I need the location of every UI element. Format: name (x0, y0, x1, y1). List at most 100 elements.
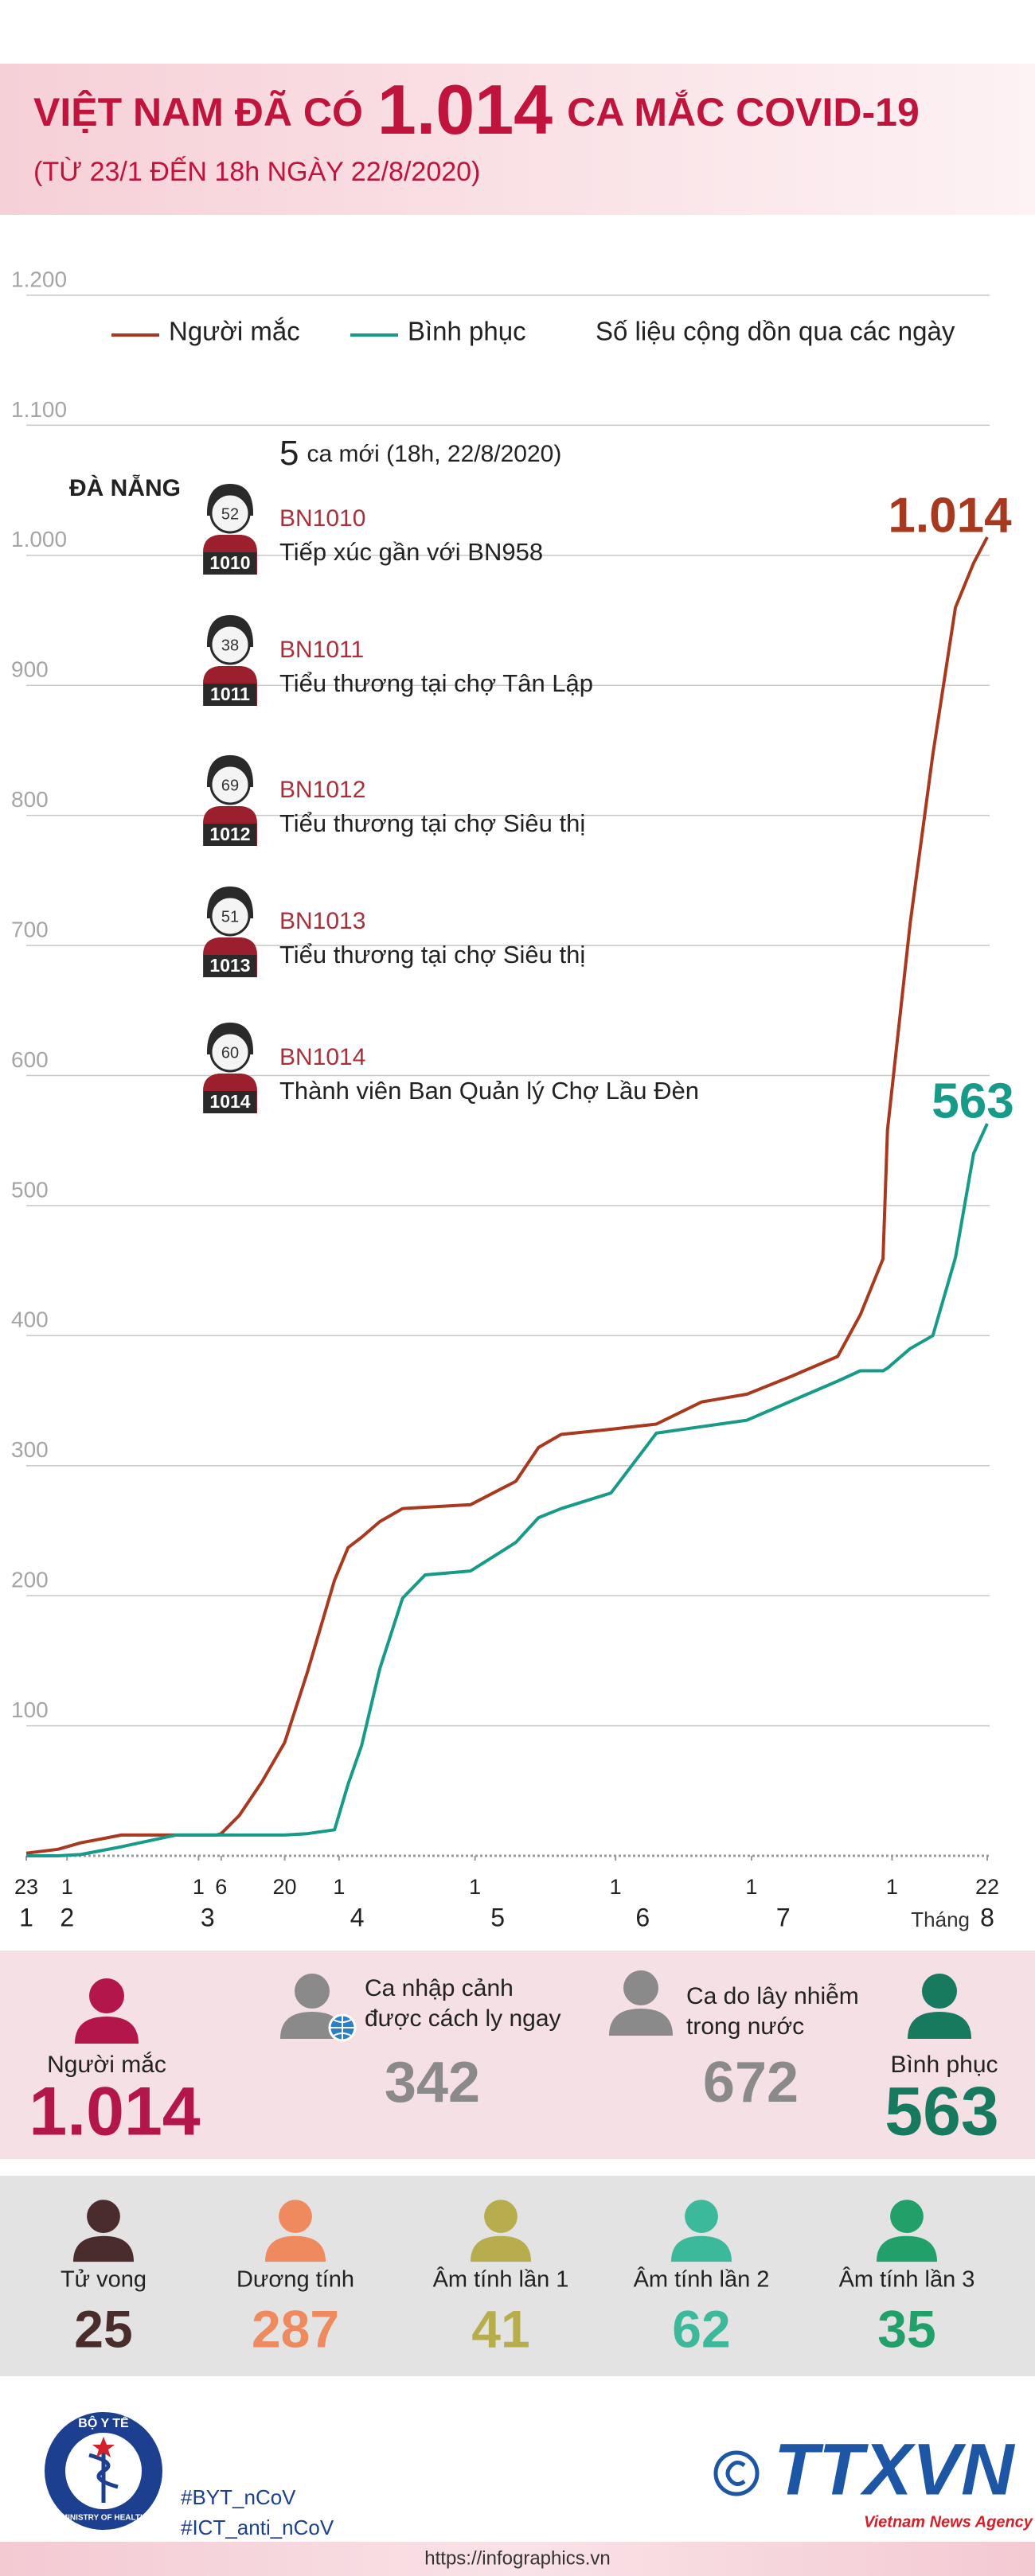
avatar-tag: 1010 (209, 552, 250, 573)
legend-label: Bình phục (408, 317, 526, 346)
patient-avatar: 52 1010 (203, 484, 257, 575)
avatar-tag: 1011 (210, 684, 250, 704)
summary-panel (0, 1951, 1035, 2159)
person-icon-head (89, 1978, 124, 2013)
summary-label: Người mắc (47, 2052, 166, 2078)
agency-logo: TTXVN (774, 2429, 1016, 2510)
x-tick-label: 20 (273, 1875, 297, 1899)
person-icon-head (279, 2200, 312, 2234)
chart-note: Số liệu cộng dồn qua các ngày (596, 317, 955, 346)
x-tick-label: 1 (61, 1875, 73, 1899)
summary-value: 342 (385, 2051, 480, 2114)
person-icon-body (75, 2017, 139, 2044)
month-label: 4 (350, 1903, 365, 1931)
person-icon-body (73, 2235, 134, 2262)
y-tick-label: 100 (11, 1697, 49, 1722)
series-line (25, 536, 989, 1855)
person-icon-body (609, 2009, 673, 2036)
patient-note: Tiểu thương tại chợ Siêu thị (279, 941, 585, 968)
x-tick-label: 22 (975, 1875, 999, 1899)
y-tick-label: 1.200 (11, 267, 67, 291)
summary-value: 672 (703, 2051, 799, 2114)
y-tick-label: 500 (11, 1177, 49, 1202)
person-icon-body (471, 2235, 531, 2262)
series-line (26, 1123, 989, 1857)
month-label: 3 (201, 1903, 215, 1931)
new-cases-text: ca mới (18h, 22/8/2020) (307, 441, 561, 467)
footer-url: https://infographics.vn (424, 2547, 610, 2569)
y-tick-label: 200 (11, 1568, 49, 1592)
outcome-value: 25 (74, 2299, 132, 2358)
month-word: Tháng (911, 1908, 970, 1931)
person-icon-body (671, 2235, 732, 2262)
y-tick-label: 1.000 (11, 527, 67, 551)
avatar-tag-box (204, 552, 256, 575)
outcome-label: Âm tính lần 1 (433, 2266, 569, 2293)
patient-avatar: 51 1013 (203, 887, 257, 977)
avatar-age: 52 (221, 505, 239, 523)
new-cases-count: 5 (279, 434, 299, 473)
subtitle: (TỪ 23/1 ĐẾN 18h NGÀY 22/8/2020) (33, 157, 480, 187)
person-icon-body (265, 2235, 326, 2262)
patient-id: BN1013 (279, 908, 365, 934)
month-label: 1 (19, 1903, 33, 1931)
person-icon-head (685, 2200, 718, 2234)
patient-id: BN1012 (279, 777, 365, 803)
person-icon-body (877, 2235, 937, 2262)
outcome-label: Âm tính lần 2 (634, 2266, 770, 2293)
outcome-panel (0, 2176, 1035, 2376)
patient-note: Tiếp xúc gần với BN958 (279, 538, 543, 566)
person-icon-head (890, 2200, 924, 2234)
patient-avatar: 60 1014 (203, 1023, 257, 1113)
end-label: 563 (931, 1074, 1014, 1128)
avatar-tag-box (204, 824, 256, 846)
end-label: 1.014 (888, 488, 1012, 543)
moh-logo-star (92, 2437, 115, 2457)
place-label: ĐÀ NẴNG (69, 474, 181, 501)
moh-logo-bottom: MINISTRY OF HEALTH (61, 2514, 146, 2523)
x-tick-label: 1 (745, 1875, 757, 1899)
x-tick-label: 23 (14, 1875, 38, 1899)
avatar-tag: 1013 (209, 955, 250, 976)
hashtag: #BYT_nCoV (181, 2485, 296, 2509)
x-tick-label: 6 (215, 1875, 227, 1899)
patient-id: BN1011 (279, 637, 364, 663)
title: VIỆT NAM ĐÃ CÓ 1.014 CA MẮC COVID-19 (33, 70, 920, 149)
outcome-value: 62 (672, 2299, 730, 2358)
globe-lines (330, 2015, 355, 2040)
outcome-value: 287 (252, 2299, 339, 2358)
patient-note: Thành viên Ban Quản lý Chợ Lầu Đèn (279, 1077, 699, 1105)
patient-id: BN1014 (279, 1044, 365, 1070)
summary-label: trong nước (686, 2013, 804, 2040)
legend-label: Người mắc (169, 317, 300, 346)
person-icon-head (623, 1970, 658, 2005)
outcome-value: 35 (877, 2299, 935, 2358)
month-label: 6 (635, 1903, 650, 1931)
person-icon-head (484, 2200, 518, 2234)
header-band (0, 64, 1035, 215)
person-icon-head (87, 2200, 120, 2234)
patient-note: Tiểu thương tại chợ Tân Lập (279, 669, 593, 697)
month-label: 8 (980, 1903, 994, 1931)
avatar-age: 38 (221, 637, 239, 654)
moh-logo-top: BỘ Y TẾ (78, 2415, 129, 2430)
month-label: 2 (60, 1903, 74, 1931)
summary-label: Bình phục (890, 2052, 998, 2078)
summary-value: 1.014 (29, 2074, 200, 2150)
y-tick-label: 600 (11, 1047, 49, 1072)
avatar-head (209, 624, 251, 665)
summary-value: 563 (885, 2074, 999, 2150)
person-icon-head (922, 1974, 957, 2009)
avatar-tag: 1012 (209, 824, 250, 844)
outcome-label: Âm tính lần 3 (839, 2266, 975, 2293)
copyright-icon (713, 2450, 760, 2496)
title-suffix: CA MẮC COVID-19 (567, 90, 920, 134)
person-icon-body (908, 2012, 971, 2039)
x-tick-label: 1 (333, 1875, 345, 1899)
person-icon-head (295, 1974, 330, 2009)
outcome-value: 41 (471, 2299, 529, 2358)
person-icon-body (280, 2012, 344, 2039)
x-tick-label: 1 (886, 1875, 898, 1899)
avatar-tag-box (204, 1091, 256, 1113)
